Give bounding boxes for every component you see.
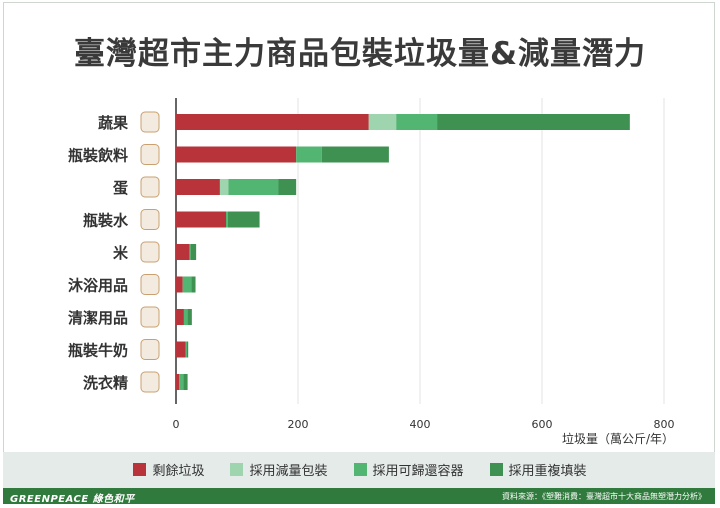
product-icon	[140, 144, 160, 165]
greenpeace-logo: GREENPEACE 綠色和平	[10, 494, 135, 505]
legend-label: 採用減量包裝	[249, 464, 328, 479]
category-label: 沐浴用品	[68, 277, 128, 295]
bar-segment	[190, 244, 197, 260]
category-label: 米	[113, 244, 129, 262]
legend-item: 採用可歸還容器	[353, 460, 464, 479]
bar-segment	[189, 244, 191, 260]
product-icon	[140, 209, 160, 230]
category-label: 洗衣精	[83, 374, 128, 392]
x-tick-label: 600	[532, 418, 553, 431]
x-tick-label: 800	[654, 418, 675, 431]
product-icon	[140, 241, 160, 263]
product-icon	[140, 339, 160, 360]
bar-segment	[396, 114, 438, 130]
x-axis-label: 垃圾量（萬公斤/年）	[562, 431, 674, 446]
bar-segment	[176, 211, 227, 228]
chart-frame	[3, 2, 715, 504]
bar-segment	[176, 114, 369, 130]
source-note: 資料來源：《塑難消費：臺灣超市十大商品無塑潛力分析》	[502, 492, 706, 501]
legend-swatch	[133, 463, 147, 476]
chart-legend: 剩餘垃圾 採用減量包裝 採用可歸還容器 採用重複填裝	[0, 460, 720, 479]
bar-segment	[191, 276, 196, 293]
x-tick-label: 200	[288, 418, 309, 431]
legend-item: 剩餘垃圾	[133, 460, 204, 479]
bar-segment	[176, 146, 297, 163]
product-icon	[140, 306, 160, 328]
product-icon	[140, 274, 160, 295]
legend-label: 採用重複填裝	[508, 464, 587, 479]
x-tick-label: 0	[173, 418, 180, 431]
product-icon	[140, 176, 160, 198]
bar-segment	[228, 179, 279, 195]
category-label: 瓶裝牛奶	[68, 342, 128, 360]
bar-segment	[183, 374, 188, 390]
legend-item: 採用減量包裝	[230, 460, 328, 479]
bar-segment	[183, 309, 188, 325]
legend-swatch	[353, 463, 367, 476]
category-label: 蛋	[113, 179, 128, 197]
legend-item: 採用重複填裝	[489, 460, 587, 479]
bar-segment	[296, 146, 322, 163]
bar-segment	[176, 179, 220, 195]
product-icon	[140, 371, 160, 393]
bar-segment	[176, 374, 180, 390]
chart-title: 臺灣超市主力商品包裝垃圾量&減量潛力	[73, 36, 647, 72]
bar-segment	[278, 179, 297, 195]
bar-segment	[186, 341, 189, 358]
legend-swatch	[489, 463, 503, 476]
bar-segment	[179, 374, 184, 390]
bar-segment	[176, 309, 184, 325]
bar-segment	[187, 309, 192, 325]
bar-segment	[176, 341, 186, 358]
bar-segment	[176, 244, 190, 260]
x-tick-label: 400	[410, 418, 431, 431]
footer-bar	[3, 488, 715, 504]
bar-segment	[176, 276, 183, 293]
bar-segment	[227, 211, 260, 228]
legend-label: 採用可歸還容器	[372, 464, 464, 479]
bar-segment	[368, 114, 397, 130]
bar-segment	[226, 211, 228, 228]
product-icon	[140, 111, 160, 133]
category-label: 蔬果	[98, 114, 129, 132]
bar-segment	[185, 341, 187, 358]
bar-segment	[321, 146, 389, 163]
category-label: 瓶裝飲料	[68, 147, 128, 165]
legend-label: 剩餘垃圾	[152, 464, 205, 479]
legend-swatch	[230, 463, 244, 476]
bar-segment	[437, 114, 630, 130]
category-label: 瓶裝水	[83, 212, 129, 230]
bar-segment	[182, 276, 192, 293]
category-label: 清潔用品	[68, 309, 128, 327]
bar-segment	[219, 179, 229, 195]
